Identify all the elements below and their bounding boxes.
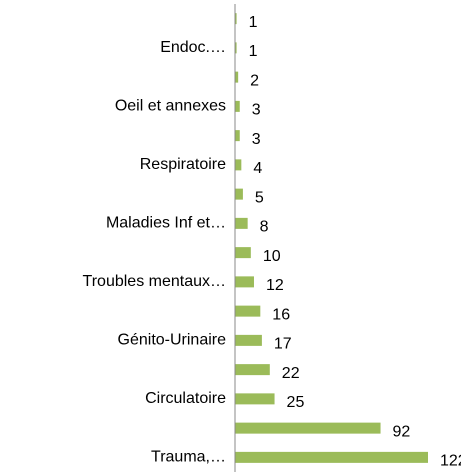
value-label: 10 (263, 248, 281, 265)
category-label: Endoc.… (160, 39, 226, 56)
category-label: Oeil et annexes (115, 98, 226, 115)
value-label: 1 (249, 43, 258, 60)
value-label: 122 (440, 453, 461, 470)
value-label: 3 (252, 131, 261, 148)
bar (235, 217, 248, 229)
value-label: 16 (272, 306, 290, 323)
value-label: 25 (287, 394, 305, 411)
category-label: Maladies Inf et… (106, 215, 226, 232)
value-label: 2 (250, 72, 259, 89)
value-label: 92 (393, 423, 411, 440)
bar (235, 42, 237, 54)
bar (235, 100, 240, 112)
category-label: Trauma,… (151, 449, 226, 466)
value-label: 4 (253, 160, 262, 177)
value-label: 5 (255, 189, 264, 206)
bar (235, 276, 254, 288)
value-label: 17 (274, 336, 292, 353)
bar (235, 130, 240, 142)
bar (235, 451, 428, 463)
bar (235, 305, 261, 317)
bar (235, 364, 270, 376)
bar (235, 159, 242, 171)
value-label: 3 (252, 102, 261, 119)
value-label: 12 (266, 277, 284, 294)
bar (235, 334, 262, 346)
category-label: Circulatoire (145, 390, 226, 407)
bar (235, 13, 237, 25)
bar (235, 393, 275, 405)
bar (235, 71, 239, 83)
bar (235, 247, 251, 259)
value-label: 8 (260, 219, 269, 236)
category-label: Troubles mentaux… (83, 273, 226, 290)
bar (235, 188, 243, 200)
category-label: Génito-Urinaire (118, 332, 227, 349)
bar (235, 422, 381, 434)
value-label: 1 (249, 14, 258, 31)
category-label: Respiratoire (140, 156, 226, 173)
value-label: 22 (282, 365, 300, 382)
